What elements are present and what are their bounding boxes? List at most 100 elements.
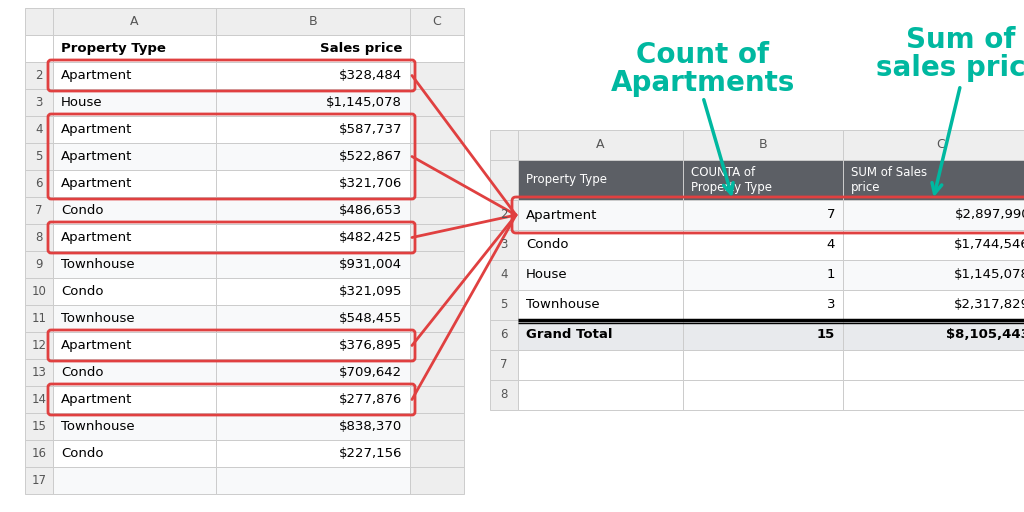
Bar (490, 130, 518, 160)
Bar (490, 290, 518, 320)
Bar (216, 413, 410, 440)
Bar (53, 467, 216, 494)
Text: B: B (759, 139, 767, 152)
Bar (410, 251, 464, 278)
Bar (843, 290, 1024, 320)
Bar (216, 170, 410, 197)
Text: House: House (526, 268, 567, 282)
Text: C: C (432, 15, 441, 28)
Text: 3: 3 (826, 298, 835, 311)
Bar (410, 224, 464, 251)
Bar (53, 251, 216, 278)
Text: Apartment: Apartment (61, 231, 132, 244)
Text: Sum of: Sum of (906, 26, 1015, 54)
Text: 11: 11 (32, 312, 46, 325)
Bar (410, 305, 464, 332)
Bar (25, 197, 53, 224)
Bar (216, 116, 410, 143)
Text: B: B (308, 15, 317, 28)
Bar (490, 260, 518, 290)
Text: Condo: Condo (61, 285, 103, 298)
Bar (216, 332, 410, 359)
Text: 2: 2 (35, 69, 43, 82)
Text: $548,455: $548,455 (339, 312, 402, 325)
Text: $321,095: $321,095 (339, 285, 402, 298)
Bar (25, 62, 53, 89)
Bar (25, 467, 53, 494)
Bar (518, 260, 683, 290)
Bar (53, 116, 216, 143)
Bar (25, 116, 53, 143)
Text: $2,317,829: $2,317,829 (954, 298, 1024, 311)
Bar (53, 62, 216, 89)
Bar (53, 197, 216, 224)
Bar (216, 197, 410, 224)
Text: $277,876: $277,876 (339, 393, 402, 406)
Text: House: House (61, 96, 102, 109)
Text: 5: 5 (501, 298, 508, 311)
Bar (683, 200, 843, 230)
Bar (518, 200, 683, 230)
Bar (683, 380, 843, 410)
Text: $1,145,078: $1,145,078 (954, 268, 1024, 282)
Bar (216, 35, 410, 62)
Text: $1,145,078: $1,145,078 (326, 96, 402, 109)
Bar (53, 224, 216, 251)
Bar (216, 278, 410, 305)
Text: Townhouse: Townhouse (61, 258, 134, 271)
Bar (53, 8, 216, 35)
Text: 4: 4 (826, 239, 835, 251)
Bar (843, 350, 1024, 380)
Text: $838,370: $838,370 (339, 420, 402, 433)
Bar (490, 160, 518, 200)
Text: Apartment: Apartment (61, 123, 132, 136)
Bar (53, 170, 216, 197)
Text: 7: 7 (501, 358, 508, 372)
Bar (53, 440, 216, 467)
Bar (518, 130, 683, 160)
Text: 2: 2 (501, 208, 508, 222)
Text: Townhouse: Townhouse (526, 298, 600, 311)
Text: 5: 5 (35, 150, 43, 163)
Bar (843, 160, 1024, 200)
Bar (683, 130, 843, 160)
Bar (25, 386, 53, 413)
Text: 6: 6 (501, 329, 508, 342)
Text: 14: 14 (32, 393, 46, 406)
Bar (410, 143, 464, 170)
Text: $709,642: $709,642 (339, 366, 402, 379)
Bar (25, 359, 53, 386)
Bar (25, 332, 53, 359)
Bar (410, 278, 464, 305)
Bar (216, 89, 410, 116)
Bar (490, 380, 518, 410)
Bar (25, 278, 53, 305)
Text: Apartment: Apartment (61, 339, 132, 352)
Text: Count of: Count of (637, 41, 770, 69)
Text: sales price: sales price (877, 54, 1024, 82)
Bar (410, 8, 464, 35)
Bar (410, 467, 464, 494)
Bar (410, 440, 464, 467)
Text: C: C (936, 139, 945, 152)
Text: 16: 16 (32, 447, 46, 460)
Text: A: A (130, 15, 138, 28)
Bar (683, 230, 843, 260)
Text: SUM of Sales: SUM of Sales (851, 166, 927, 180)
Text: Sales price: Sales price (319, 42, 402, 55)
Bar (518, 290, 683, 320)
Text: $482,425: $482,425 (339, 231, 402, 244)
Bar (410, 413, 464, 440)
Text: 13: 13 (32, 366, 46, 379)
Bar (410, 332, 464, 359)
Bar (25, 8, 53, 35)
Text: Condo: Condo (61, 204, 103, 217)
Bar (53, 359, 216, 386)
Bar (216, 62, 410, 89)
Text: $227,156: $227,156 (339, 447, 402, 460)
Text: 8: 8 (501, 389, 508, 401)
Text: Apartment: Apartment (61, 69, 132, 82)
Bar (216, 305, 410, 332)
Text: $376,895: $376,895 (339, 339, 402, 352)
Bar (843, 380, 1024, 410)
